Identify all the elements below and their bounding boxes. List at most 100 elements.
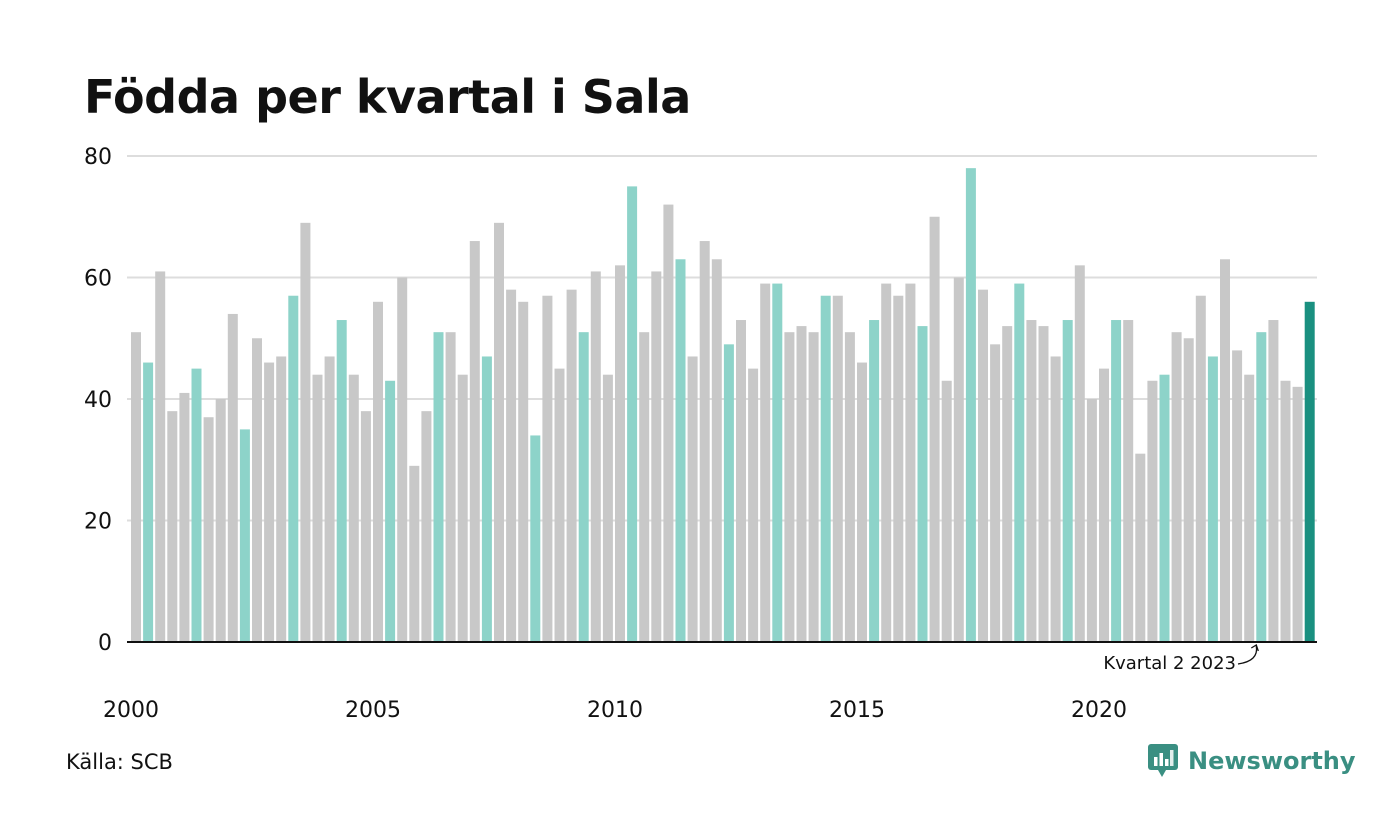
y-tick-label: 60 xyxy=(84,267,112,292)
bar xyxy=(602,374,613,642)
bar xyxy=(252,338,262,642)
chart-title: Födda per kvartal i Sala xyxy=(84,70,691,124)
bar xyxy=(1026,320,1037,642)
bar xyxy=(1183,338,1194,642)
x-tick-label: 2015 xyxy=(829,698,885,723)
bar xyxy=(820,295,831,642)
bar xyxy=(131,332,141,642)
bar xyxy=(857,362,867,642)
logo-text: Newsworthy xyxy=(1188,747,1356,775)
bar xyxy=(494,222,504,642)
bar xyxy=(590,271,601,642)
bar xyxy=(917,326,928,642)
bar xyxy=(433,332,444,642)
source-label: Källa: SCB xyxy=(66,750,173,774)
bar xyxy=(1099,368,1109,642)
bar xyxy=(203,417,214,642)
bar xyxy=(1171,332,1182,642)
x-tick-label: 2010 xyxy=(587,698,643,723)
y-tick-label: 0 xyxy=(98,631,112,656)
bar xyxy=(143,362,154,642)
bar xyxy=(627,186,638,642)
annotation: Kvartal 2 2023 xyxy=(1103,644,1259,674)
bar xyxy=(699,241,710,643)
bar xyxy=(965,168,976,642)
bar xyxy=(796,326,807,642)
x-tick-label: 2005 xyxy=(345,698,401,723)
bar xyxy=(1014,283,1025,642)
bar xyxy=(675,259,686,642)
bar xyxy=(312,374,323,642)
bar xyxy=(1135,453,1146,642)
bar xyxy=(869,320,880,642)
annotation-arrow xyxy=(1237,645,1258,665)
bar xyxy=(155,271,166,642)
bar xyxy=(373,301,383,642)
bar xyxy=(288,295,299,642)
bar xyxy=(1232,350,1243,642)
bar xyxy=(215,399,226,642)
bar xyxy=(566,289,577,642)
bar xyxy=(1244,374,1255,642)
bar xyxy=(1220,259,1230,642)
bar xyxy=(530,435,541,642)
y-axis-ticks: 0 20 40 60 80 xyxy=(84,145,112,656)
bar xyxy=(409,465,420,642)
bar xyxy=(784,332,795,642)
bar xyxy=(1086,399,1097,642)
bar xyxy=(360,411,371,642)
x-axis-ticks: 2000 2005 2010 2015 2020 xyxy=(103,698,1127,723)
bar xyxy=(1147,380,1158,642)
bar xyxy=(506,289,517,642)
y-tick-label: 40 xyxy=(84,388,112,413)
y-tick-label: 80 xyxy=(84,145,112,170)
bar xyxy=(651,271,662,642)
bar xyxy=(1111,320,1122,642)
bar xyxy=(663,204,674,642)
bar xyxy=(978,289,988,642)
bar xyxy=(953,277,964,642)
bar xyxy=(179,392,190,642)
bar xyxy=(929,216,940,642)
bar xyxy=(324,356,335,642)
bar xyxy=(1123,320,1134,642)
bar xyxy=(445,332,456,642)
x-tick-label: 2000 xyxy=(103,698,159,723)
bar xyxy=(469,241,480,643)
bar xyxy=(1038,326,1049,642)
bar xyxy=(276,356,287,642)
bar xyxy=(893,295,904,642)
bar xyxy=(336,320,347,642)
annotation-arrowhead xyxy=(1250,644,1259,652)
bar xyxy=(615,265,625,642)
logo: Newsworthy xyxy=(1148,744,1356,778)
bar xyxy=(578,332,589,642)
bar xyxy=(300,222,311,642)
bar xyxy=(1074,265,1085,642)
bar xyxy=(1002,326,1013,642)
newsworthy-bar-chart-icon xyxy=(1148,744,1178,777)
y-tick-label: 20 xyxy=(84,510,112,535)
bar xyxy=(1280,380,1291,642)
bar xyxy=(881,283,892,642)
bar xyxy=(808,332,819,642)
bar xyxy=(167,411,178,642)
bar xyxy=(1159,374,1170,642)
bar xyxy=(1195,295,1206,642)
bar xyxy=(385,380,396,642)
bar xyxy=(711,259,722,642)
bar xyxy=(723,344,734,642)
bar xyxy=(1268,320,1279,642)
bar xyxy=(748,368,759,642)
bars xyxy=(131,168,1315,643)
bar xyxy=(481,356,492,642)
bar xyxy=(1050,356,1061,642)
bar xyxy=(639,332,650,642)
bar xyxy=(1304,301,1315,642)
bar xyxy=(844,332,855,642)
x-tick-label: 2020 xyxy=(1071,698,1127,723)
bar xyxy=(457,374,468,642)
bar xyxy=(348,374,359,642)
bar xyxy=(736,320,746,642)
